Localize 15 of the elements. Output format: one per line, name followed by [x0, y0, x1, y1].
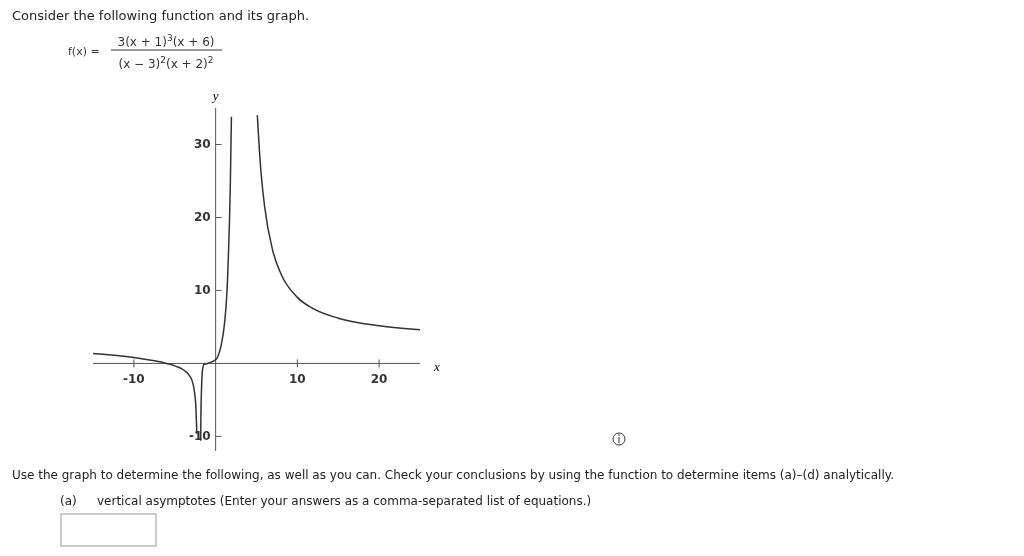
- x-axis-title: x: [433, 359, 440, 375]
- y-tick-label: 10: [193, 283, 211, 298]
- text: (a): [60, 494, 77, 508]
- y-tick-label: 20: [193, 210, 211, 225]
- text: vertical asymptotes (Enter your answers as a comma-separated list of equations.): [97, 494, 592, 508]
- y-axis-title: y: [210, 88, 219, 103]
- x-tick-label: 10: [289, 372, 306, 387]
- text: f(x) =: [68, 45, 100, 58]
- text: Use the graph to determine the following, as well as you can. Check your conclusions by using the function to determine items (a)–(d) analytically.: [12, 468, 894, 482]
- x-tick-label: 20: [370, 372, 388, 387]
- x-tick-label: -10: [123, 372, 145, 387]
- y-tick-label: 30: [193, 137, 211, 152]
- chart-title: Consider the following function and its graph.: [12, 8, 310, 23]
- text: 3(x + 1)$^{3}$(x + 6): [117, 33, 215, 49]
- text: (x − 3)$^{2}$(x + 2)$^{2}$: [118, 55, 214, 71]
